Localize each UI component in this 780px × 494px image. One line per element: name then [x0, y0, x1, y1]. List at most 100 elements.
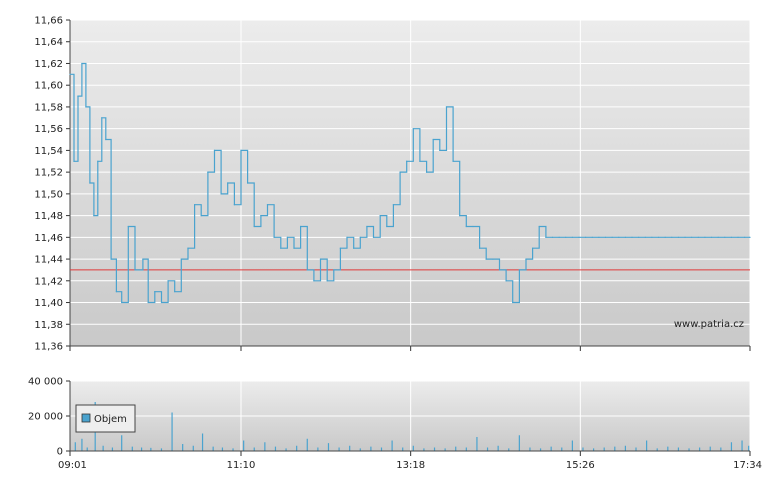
- volume-bar: [433, 447, 436, 451]
- volume-bar: [221, 447, 224, 451]
- price-point: [200, 215, 202, 217]
- price-point: [518, 269, 520, 271]
- price-point: [664, 236, 666, 238]
- volume-bar: [81, 438, 83, 451]
- volume-bar: [730, 442, 733, 451]
- price-point: [604, 236, 607, 238]
- price-point: [611, 236, 613, 238]
- price-point: [167, 280, 169, 282]
- price-y-tick-label: 11,40: [34, 298, 63, 309]
- volume-bar: [571, 440, 573, 451]
- price-point: [319, 258, 322, 260]
- volume-bar: [274, 446, 277, 451]
- volume-bar: [391, 440, 393, 451]
- price-point: [247, 182, 249, 184]
- price-point: [220, 193, 222, 195]
- volume-bar: [359, 448, 361, 451]
- price-point: [134, 269, 136, 271]
- volume-bar: [296, 445, 298, 451]
- price-point: [97, 160, 99, 162]
- volume-bar: [497, 445, 499, 451]
- price-point: [498, 269, 501, 271]
- volume-chart: 0 20 000 40 000 09:01 11:10 13:18 15:26 17:34 Ob…: [28, 377, 762, 472]
- price-y-tick-label: 11,56: [34, 124, 63, 135]
- price-point: [598, 236, 600, 238]
- price-point: [432, 138, 434, 141]
- price-point: [730, 236, 733, 238]
- price-point: [677, 236, 680, 238]
- price-point: [353, 247, 355, 249]
- price-point: [110, 258, 112, 260]
- price-point: [379, 215, 381, 217]
- price-point: [187, 247, 189, 249]
- volume-bar: [635, 447, 637, 451]
- volume-y-tick-label: 20 000: [28, 412, 63, 423]
- price-point: [81, 62, 83, 65]
- price-point: [399, 171, 401, 173]
- price-point: [77, 95, 79, 97]
- price-point: [532, 247, 534, 249]
- volume-bar: [444, 448, 446, 451]
- price-point: [724, 236, 726, 238]
- price-point: [624, 236, 626, 238]
- price-point: [260, 215, 262, 217]
- volume-bar: [748, 445, 750, 451]
- price-point: [412, 128, 414, 130]
- price-point: [697, 236, 699, 238]
- price-point: [280, 247, 282, 249]
- volume-bar: [508, 448, 510, 451]
- price-point: [273, 236, 275, 238]
- legend-swatch: [81, 413, 91, 423]
- x-tick-label: 17:34: [733, 460, 762, 471]
- price-y-tick-label: 11,60: [34, 81, 63, 92]
- price-plot-area: [70, 20, 750, 346]
- price-point: [207, 171, 209, 173]
- price-point: [485, 258, 487, 260]
- price-point: [465, 225, 467, 228]
- price-point: [737, 236, 739, 238]
- volume-bar: [677, 447, 680, 451]
- volume-bar: [614, 446, 616, 451]
- price-point: [174, 291, 176, 293]
- price-point: [121, 301, 123, 304]
- volume-y-tick-label: 40 000: [28, 377, 63, 388]
- price-point: [459, 215, 461, 217]
- price-point: [227, 182, 229, 184]
- price-point: [339, 247, 342, 249]
- volume-bar: [285, 448, 287, 451]
- volume-bar: [338, 447, 340, 451]
- price-y-tick-label: 11,46: [34, 233, 63, 244]
- price-point: [618, 236, 620, 238]
- price-point: [194, 204, 196, 206]
- volume-bar: [182, 444, 184, 451]
- price-point: [704, 236, 706, 238]
- price-point: [154, 291, 156, 293]
- volume-bar: [656, 448, 658, 451]
- x-tick-label: 11:10: [227, 460, 256, 471]
- volume-bar: [160, 448, 163, 451]
- price-point: [386, 225, 388, 228]
- volume-bar: [140, 447, 143, 451]
- price-point: [73, 160, 75, 162]
- price-y-tick-label: 11,64: [34, 37, 63, 48]
- price-point: [286, 236, 288, 238]
- volume-bar: [465, 447, 467, 451]
- price-point: [372, 236, 375, 238]
- volume-bar: [646, 440, 648, 451]
- price-point: [744, 236, 746, 238]
- volume-bar: [476, 437, 478, 451]
- volume-bar: [561, 447, 563, 451]
- price-line: [70, 62, 750, 304]
- price-y-tick-label: 11,66: [34, 16, 63, 27]
- price-chart: 11,36 11,38 11,40 11,42 11,44 11,46 11,48 11,50…: [34, 16, 751, 353]
- price-point: [671, 236, 673, 238]
- price-y-tick-label: 11,42: [34, 276, 63, 287]
- price-point: [565, 236, 567, 238]
- volume-bar: [402, 447, 404, 451]
- volume-bar: [349, 445, 351, 451]
- volume-bar: [603, 447, 605, 451]
- price-point: [89, 182, 91, 184]
- price-point: [69, 73, 71, 75]
- legend-label: Objem: [94, 414, 127, 425]
